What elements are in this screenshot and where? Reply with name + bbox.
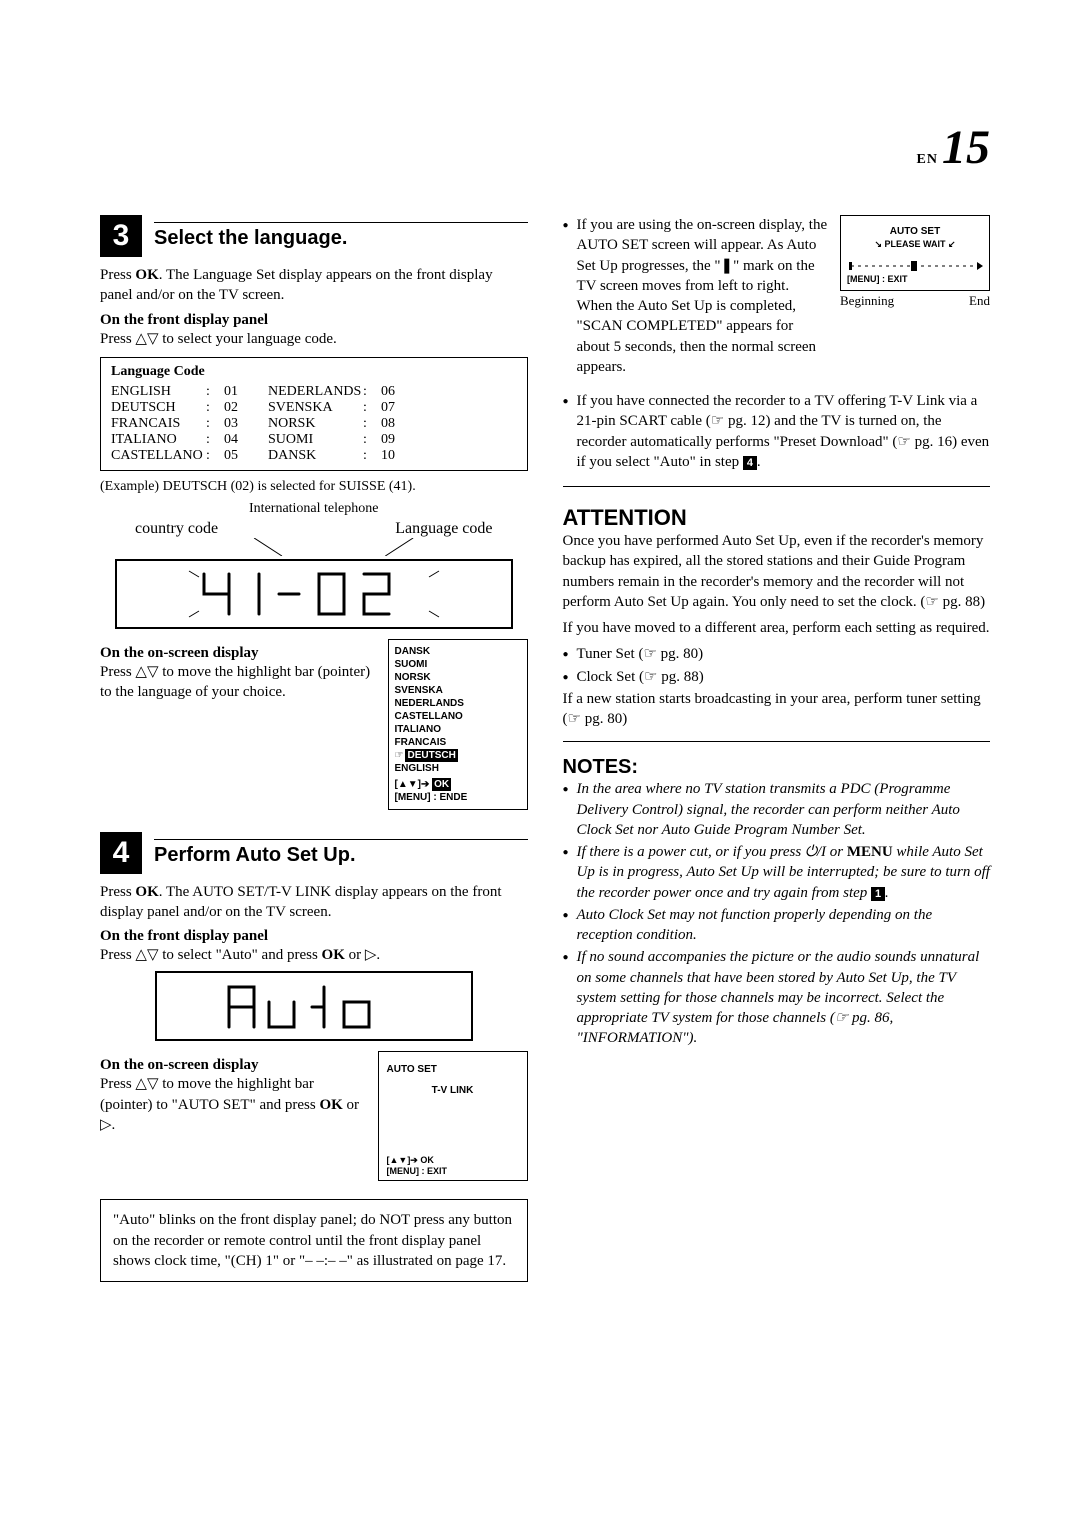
seven-seg-icon [184,569,444,619]
pointer-lines-icon [115,538,513,556]
language-code-table: Language Code ENGLISH:01 DEUTSCH:02 FRAN… [100,357,528,471]
step4-p1: Press OK. The AUTO SET/T-V LINK display … [100,882,528,923]
osd-language-menu: DANSK SUOMI NORSK SVENSKA NEDERLANDS CAS… [388,639,528,810]
lang-code: 03 [224,416,238,432]
lang-name: CASTELLANO [111,448,206,464]
right-column: If you are using the on-screen display, … [563,215,991,1282]
note-1: In the area where no TV station transmit… [563,779,991,840]
diag-country-label: country code [135,520,314,538]
lang-code: 06 [381,384,395,400]
step3-p3: Press △▽ to move the highlight bar (poin… [100,662,378,703]
step4-p2: Press △▽ to select "Auto" and press OK o… [100,945,528,965]
bullet-tvlink: If you have connected the recorder to a … [563,391,991,472]
label-end: End [969,293,990,309]
lang-code: 04 [224,432,238,448]
osd-tvlink-item: T-V LINK [387,1085,519,1096]
left-column: 3 Select the language. Press OK. The Lan… [100,215,528,1282]
step-3-number: 3 [100,215,142,257]
lang-name: FRANCAIS [111,416,206,432]
osd-item: NORSK [395,671,521,684]
osd-item: DANSK [395,645,521,658]
seven-seg-auto-icon [214,982,414,1030]
attention-clock-set: Clock Set ( pg. 88) [563,667,991,687]
lang-code: 02 [224,400,238,416]
osd-selected: DEUTSCH [395,749,521,762]
lcd-display [115,559,513,629]
osd-autoset-menu: AUTO SET T-V LINK [▲▼]➔ OK [MENU] : EXIT [378,1051,528,1181]
osd-item: ITALIANO [395,723,521,736]
step-4-title: Perform Auto Set Up. [154,844,528,867]
attention-tuner-set: Tuner Set ( pg. 80) [563,644,991,664]
step4-p3: Press △▽ to move the highlight bar (poin… [100,1074,368,1135]
attention-heading: ATTENTION [563,505,991,531]
page-prefix: EN [917,152,938,167]
page-number: 15 [942,121,990,174]
step3-p2: Press △▽ to select your language code. [100,329,528,349]
osd-footer: [▲▼]➔ OK [395,778,521,791]
note-3: Auto Clock Set may not function properly… [563,905,991,946]
lcd-auto-display [155,971,473,1041]
lang-table-title: Language Code [111,364,517,380]
lang-name: DANSK [268,448,363,464]
notes-heading: NOTES: [563,756,991,779]
lang-name: ITALIANO [111,432,206,448]
osd-autoset-selected: AUTO SET [387,1064,519,1075]
attention-p2: If you have moved to a different area, p… [563,618,991,638]
attention-p1: Once you have performed Auto Set Up, eve… [563,531,991,612]
note-2: If there is a power cut, or if you press… [563,842,991,903]
lang-code: 01 [224,384,238,400]
lang-code: 10 [381,448,395,464]
autoset-progress-box: AUTO SET ↘ PLEASE WAIT ↙ [MENU] : EXIT [840,215,990,291]
lang-name: ENGLISH [111,384,206,400]
osd-item: NEDERLANDS [395,697,521,710]
lang-code: 07 [381,400,395,416]
osd-item: SUOMI [395,658,521,671]
step3-p1: Press OK. The Language Set display appea… [100,265,528,306]
page-header: EN 15 [100,120,990,175]
step-4-header: 4 Perform Auto Set Up. [100,832,528,874]
rule [154,222,528,223]
osd-footer2: [MENU] : ENDE [395,791,521,804]
osd-item: ENGLISH [395,762,521,775]
bullet-onscreen: If you are using the on-screen display, … [563,215,829,377]
step3-sub2: On the on-screen display [100,645,378,662]
step-3-title: Select the language. [154,227,528,250]
lang-code: 05 [224,448,238,464]
lang-code: 08 [381,416,395,432]
label-beginning: Beginning [840,293,894,309]
osd-item: SVENSKA [395,684,521,697]
lang-name: SVENSKA [268,400,363,416]
step3-example: (Example) DEUTSCH (02) is selected for S… [100,479,528,495]
step4-sub1: On the front display panel [100,928,528,945]
step-4-number: 4 [100,832,142,874]
lang-name: NEDERLANDS [268,384,363,400]
osd-footer: [▲▼]➔ OK [MENU] : EXIT [387,1155,448,1176]
step4-sub2: On the on-screen display [100,1057,368,1074]
step4-warning-box: "Auto" blinks on the front display panel… [100,1199,528,1282]
osd-item: CASTELLANO [395,710,521,723]
progress-labels: Beginning End [840,293,990,309]
attention-p3: If a new station starts broadcasting in … [563,689,991,730]
step-3-header: 3 Select the language. [100,215,528,257]
autoset-footer: [MENU] : EXIT [847,274,983,284]
diag-lang-label: Language code [314,520,493,538]
rule [154,839,528,840]
autoset-title: AUTO SET [847,226,983,237]
osd-item: FRANCAIS [395,736,521,749]
progress-bar-icon [847,258,983,274]
lang-name: SUOMI [268,432,363,448]
note-4: If no sound accompanies the picture or t… [563,947,991,1048]
lang-name: NORSK [268,416,363,432]
autoset-wait: ↘ PLEASE WAIT ↙ [847,239,983,250]
lang-name: DEUTSCH [111,400,206,416]
diag-top-label: International telephone [115,501,513,518]
step3-sub1: On the front display panel [100,312,528,329]
lang-code: 09 [381,432,395,448]
